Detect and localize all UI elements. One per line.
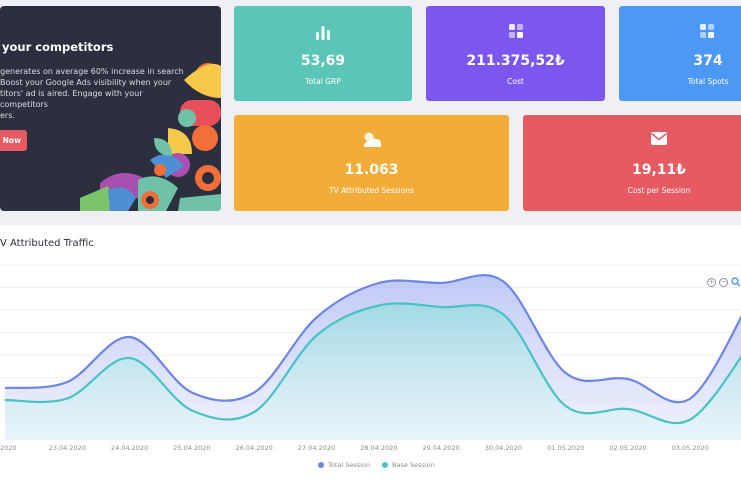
x-tick-label: 02.05.2020 [609, 444, 647, 452]
sun-cloud-icon [363, 132, 381, 147]
cost-label: Cost [507, 77, 524, 86]
x-tick-label: 29.04.2020 [422, 444, 460, 452]
total-spots-label: Total Spots [687, 77, 729, 86]
promo-button[interactable]: Now [0, 130, 27, 151]
tv-sessions-value: 11.063 [344, 162, 399, 178]
x-tick-label: 03.05.2020 [671, 444, 709, 452]
total-grp-card: 53,69 Total GRP [234, 6, 412, 101]
tv-sessions-card: 11.063 TV Attributed Sessions [234, 115, 509, 211]
legend-dot-total [318, 462, 324, 468]
x-tick-label: 23.04.2020 [48, 444, 86, 452]
x-tick-label: 24.04.2020 [110, 444, 149, 452]
legend-total-session[interactable]: Total Session [328, 461, 371, 469]
promo-title: your competitors [2, 40, 114, 54]
promo-banner: your competitors generates on average 60… [0, 6, 221, 211]
zoom-in-icon[interactable]: + [707, 278, 716, 287]
x-tick-label: 30.04.2020 [484, 444, 522, 452]
search-icon[interactable] [731, 277, 741, 287]
legend-base-session[interactable]: Base Session [392, 461, 435, 469]
tv-sessions-label: TV Attributed Sessions [329, 186, 414, 195]
promo-text: generates on average 60% increase in sea… [0, 67, 184, 120]
x-tick-label: 2020 [0, 444, 17, 452]
total-grp-value: 53,69 [300, 53, 346, 69]
grid-icon [700, 24, 714, 38]
x-tick-label: 25.04.2020 [173, 444, 211, 452]
total-spots-value: 374 [693, 53, 723, 69]
legend-dot-base [382, 462, 389, 468]
base-session-area [5, 303, 741, 440]
decorative-pattern-icon [80, 63, 221, 211]
x-tick-label: 27.04.2020 [297, 444, 336, 452]
bar-chart-icon [316, 26, 330, 40]
x-tick-label: 01.05.2020 [547, 444, 585, 452]
cost-per-session-label: Cost per Session [627, 186, 691, 195]
traffic-area-chart [0, 264, 741, 440]
chart-legend: Total Session Base Session [318, 461, 435, 469]
tv-attributed-traffic-panel: V Attributed Traffic + − 2020 23.04.2020 2… [0, 225, 741, 486]
chart-title: V Attributed Traffic [0, 238, 94, 249]
cost-card: 211.375,52₺ Cost [426, 6, 605, 101]
envelope-icon [651, 132, 667, 145]
base-session-line [4, 302, 741, 425]
cost-per-session-card: 19,11₺ Cost per Session [523, 115, 741, 211]
x-tick-label: 28.04.2020 [360, 444, 398, 452]
zoom-out-icon[interactable]: − [719, 278, 728, 287]
total-session-line [4, 274, 741, 404]
total-spots-card: 374 Total Spots [619, 6, 741, 101]
x-tick-label: 26.04.2020 [235, 444, 273, 452]
grid-icon [508, 24, 523, 38]
cost-per-session-value: 19,11₺ [631, 162, 687, 178]
cost-value: 211.375,52₺ [466, 53, 565, 69]
total-grp-label: Total GRP [305, 77, 341, 86]
